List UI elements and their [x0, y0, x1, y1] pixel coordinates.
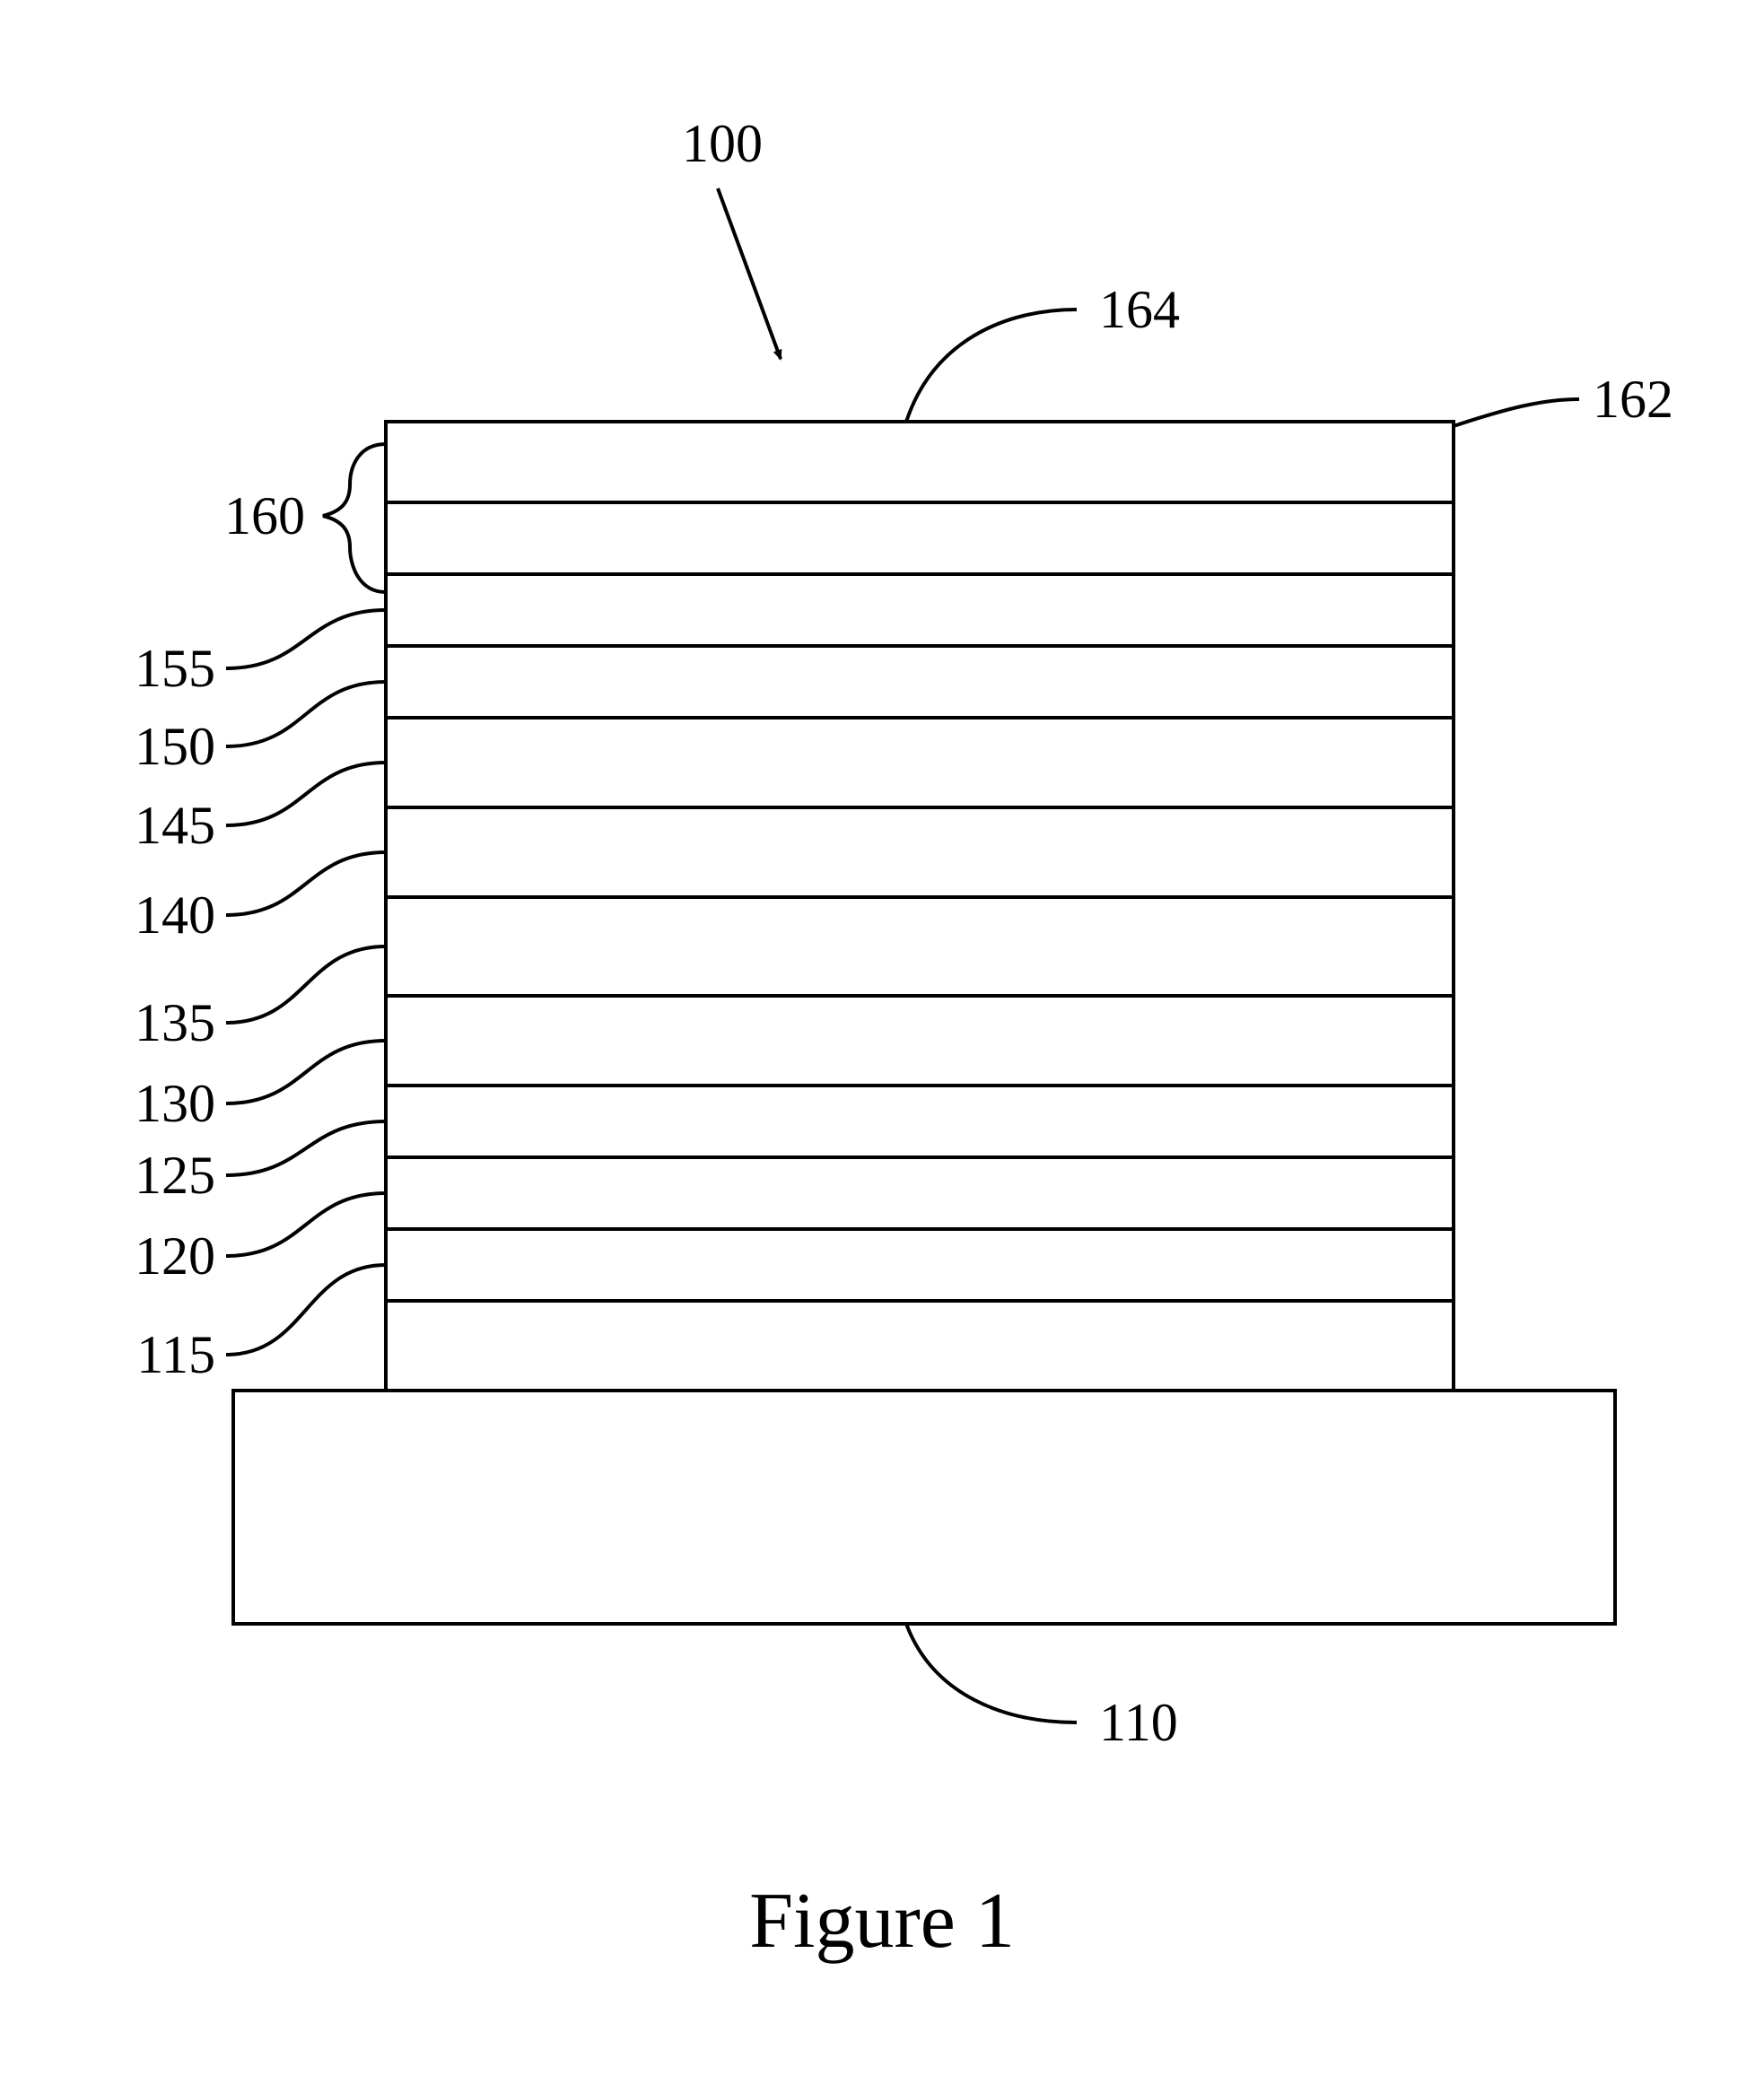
layer-label: 130	[135, 1074, 215, 1133]
assembly-arrow	[718, 188, 781, 359]
layer-leader	[226, 1041, 386, 1103]
layer-leader	[226, 1121, 386, 1175]
layer-leader	[226, 852, 386, 915]
left-brace	[323, 444, 386, 592]
top-curve-leader	[906, 310, 1077, 422]
layer-leader	[226, 610, 386, 668]
figure-caption: Figure 1	[749, 1878, 1015, 1965]
top-right-leader	[1454, 399, 1579, 426]
layer-label: 150	[135, 717, 215, 776]
substrate	[233, 1391, 1615, 1624]
layer-label: 145	[135, 796, 215, 855]
layer-leader	[226, 763, 386, 825]
left-labels-group: 155 150 145 140 135 130 125 120 115	[135, 610, 386, 1384]
layer-leader	[226, 1265, 386, 1355]
substrate-label: 110	[1099, 1693, 1178, 1752]
layer-label: 140	[135, 885, 215, 945]
layer-label: 115	[136, 1325, 215, 1384]
layer-leader	[226, 946, 386, 1023]
assembly-label: 100	[682, 114, 763, 173]
layer-label: 155	[135, 639, 215, 698]
layer-stack-outline	[386, 422, 1454, 1391]
layer-label: 135	[135, 993, 215, 1052]
layer-leader	[226, 682, 386, 746]
layer-label: 125	[135, 1146, 215, 1205]
layer-label: 120	[135, 1226, 215, 1286]
top-curve-label: 164	[1099, 280, 1180, 339]
left-brace-label: 160	[224, 486, 305, 545]
top-right-label: 162	[1593, 370, 1673, 429]
layer-dividers	[386, 502, 1454, 1301]
substrate-leader	[906, 1624, 1077, 1722]
layer-leader	[226, 1193, 386, 1256]
